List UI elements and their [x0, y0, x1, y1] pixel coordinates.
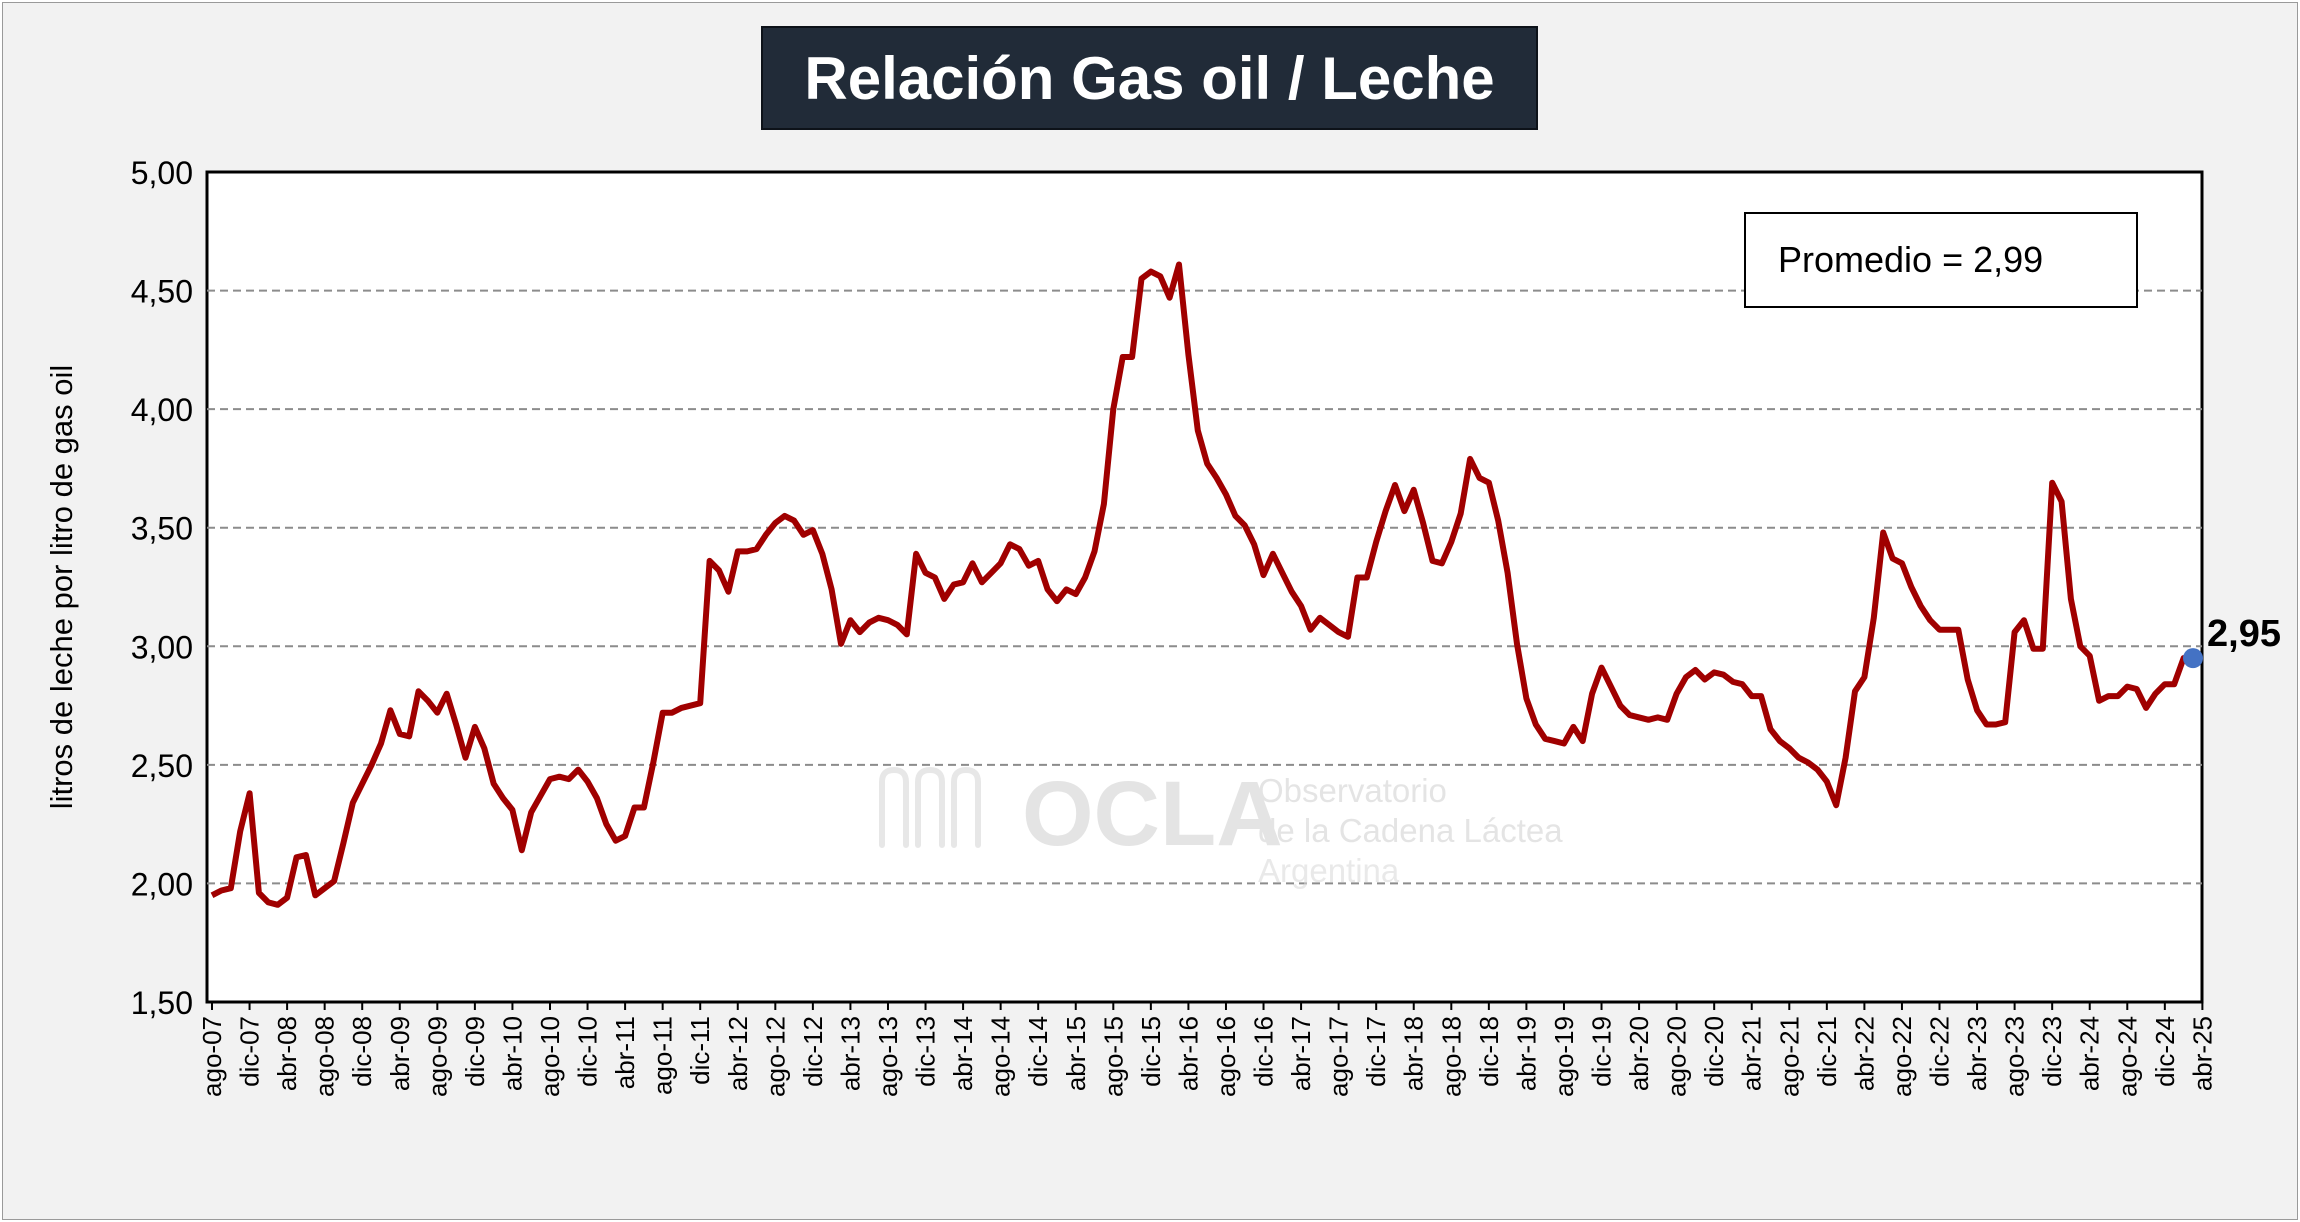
x-tick-label: ago-16	[1211, 1016, 1241, 1097]
x-tick-label: dic-13	[911, 1016, 941, 1087]
x-tick-label: ago-22	[1887, 1016, 1917, 1097]
plot-area	[205, 170, 2204, 1004]
x-tick-label: dic-15	[1136, 1016, 1166, 1087]
x-tick-label: dic-20	[1699, 1016, 1729, 1087]
x-tick-label: ago-23	[2000, 1016, 2030, 1097]
x-tick-label: abr-24	[2075, 1016, 2105, 1091]
x-tick-label: dic-21	[1812, 1016, 1842, 1087]
x-tick-label: abr-08	[272, 1016, 302, 1091]
x-tick-label: abr-10	[497, 1016, 527, 1091]
y-tick-label: 2,50	[131, 748, 193, 784]
x-tick-label: ago-08	[310, 1016, 340, 1097]
x-tick-label: ago-15	[1098, 1016, 1128, 1097]
x-tick-label: abr-15	[1061, 1016, 1091, 1091]
x-tick-label: ago-14	[986, 1016, 1016, 1097]
x-axis-ticks: ago-07 dic-07 abr-08 ago-08 dic-08 abr-09 ago-…	[197, 1002, 2217, 1097]
x-tick-label: ago-20	[1662, 1016, 1692, 1097]
x-tick-label: ago-13	[873, 1016, 903, 1097]
x-tick-label: ago-18	[1436, 1016, 1466, 1097]
y-tick-label: 4,50	[131, 274, 193, 310]
x-tick-label: dic-17	[1361, 1016, 1391, 1087]
y-tick-label: 5,00	[131, 155, 193, 191]
x-tick-label: abr-09	[385, 1016, 415, 1091]
x-tick-label: dic-14	[1023, 1016, 1053, 1087]
y-tick-label: 2,00	[131, 866, 193, 902]
x-tick-label: dic-08	[347, 1016, 377, 1087]
y-tick-label: 4,00	[131, 392, 193, 428]
watermark-line-2: de la Cadena Láctea	[1258, 812, 1563, 849]
x-tick-label: ago-19	[1549, 1016, 1579, 1097]
x-tick-label: abr-23	[1962, 1016, 1992, 1091]
y-tick-label: 3,50	[131, 511, 193, 547]
average-label: Promedio = 2,99	[1778, 239, 2043, 280]
x-tick-label: abr-25	[2187, 1016, 2217, 1091]
x-tick-label: dic-11	[685, 1016, 715, 1085]
ocla-logo-icon	[879, 766, 981, 848]
series-line	[210, 261, 2193, 908]
y-axis-title: litros de leche por litro de gas oil	[44, 365, 79, 810]
x-tick-label: abr-11	[610, 1016, 640, 1089]
watermark-line-1: Observatorio	[1258, 772, 1447, 809]
chart-title-box: Relación Gas oil / Leche	[761, 26, 1538, 130]
x-tick-label: dic-19	[1587, 1016, 1617, 1087]
x-tick-label: dic-24	[2150, 1016, 2180, 1087]
gridlines	[207, 289, 2202, 885]
x-tick-label: dic-18	[1474, 1016, 1504, 1087]
x-tick-label: dic-10	[573, 1016, 603, 1087]
watermark-line-3: Argentina	[1258, 852, 1400, 889]
x-tick-label: abr-16	[1173, 1016, 1203, 1091]
x-tick-label: dic-12	[798, 1016, 828, 1087]
x-tick-label: ago-21	[1774, 1016, 1804, 1097]
x-tick-label: dic-23	[2037, 1016, 2067, 1087]
x-tick-label: abr-13	[835, 1016, 865, 1091]
x-tick-label: abr-22	[1849, 1016, 1879, 1091]
chart-title: Relación Gas oil / Leche	[804, 44, 1495, 112]
x-tick-label: dic-09	[460, 1016, 490, 1087]
x-tick-label: dic-22	[1925, 1016, 1955, 1087]
last-point-marker	[2183, 648, 2203, 669]
x-tick-label: abr-19	[1511, 1016, 1541, 1091]
watermark: OCLA Observatorio de la Cadena Láctea Ar…	[879, 763, 1563, 889]
x-tick-label: ago-12	[760, 1016, 790, 1097]
y-tick-label: 3,00	[131, 629, 193, 665]
x-tick-label: ago-17	[1324, 1016, 1354, 1097]
watermark-logo-text: OCLA	[1022, 763, 1283, 865]
x-tick-label: abr-18	[1399, 1016, 1429, 1091]
x-tick-label: ago-10	[535, 1016, 565, 1097]
x-tick-label: abr-14	[948, 1016, 978, 1091]
x-tick-label: ago-07	[197, 1016, 227, 1097]
x-tick-label: ago-11	[648, 1016, 678, 1095]
x-tick-label: abr-21	[1737, 1016, 1767, 1091]
average-box	[1744, 212, 2138, 308]
x-tick-label: dic-16	[1249, 1016, 1279, 1087]
x-tick-label: dic-07	[235, 1016, 265, 1087]
last-value-label: 2,95	[2207, 613, 2281, 655]
y-tick-label: 1,50	[131, 985, 193, 1021]
x-tick-label: abr-17	[1286, 1016, 1316, 1091]
x-tick-label: ago-09	[422, 1016, 452, 1097]
x-tick-label: ago-24	[2112, 1016, 2142, 1097]
x-tick-label: abr-20	[1624, 1016, 1654, 1091]
y-axis-ticks: 1,50 2,00 2,50 3,00 3,50 4,00 4,50 5,00	[131, 155, 193, 1021]
x-tick-label: abr-12	[723, 1016, 753, 1091]
